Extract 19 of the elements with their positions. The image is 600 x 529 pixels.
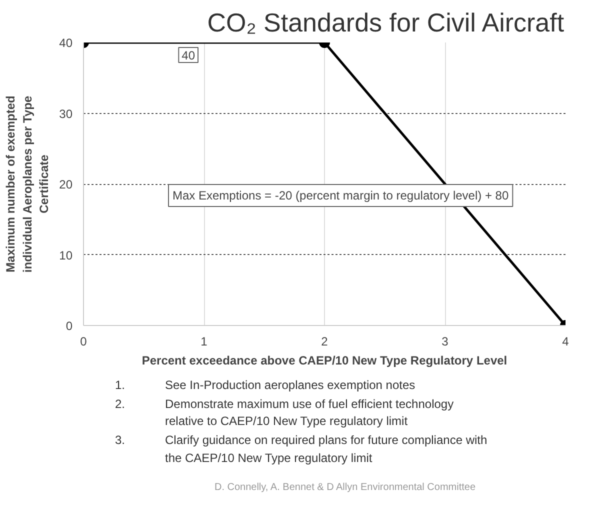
y-tick-label: 40	[59, 36, 73, 50]
y-tick-label: 10	[59, 248, 73, 262]
x-tick-label: 1	[200, 334, 208, 348]
annotation: 40	[182, 48, 196, 62]
annotation: Max Exemptions = -20 (percent margin to regulatory level) + 80	[172, 188, 509, 202]
x-tick-label: 4	[562, 334, 570, 348]
y-axis-title: Maximum number of exempted individual Aeroplanes per Type Certificate	[4, 96, 52, 273]
x-tick-label: 0	[80, 334, 88, 348]
chart-title: CO₂ Standards for Civil Aircraft	[207, 8, 565, 38]
text: 3. Clarify guidance on required plans for future compliance with the CAEP/10 New Type regulatory limit	[115, 433, 488, 465]
x-axis-title: Percent exceedance above CAEP/10 New Type Regulatory Level	[142, 354, 508, 368]
x-tick-label: 2	[321, 334, 328, 348]
text: D. Connelly, A. Bennet & D Allyn Environmental Committee	[213, 480, 477, 495]
y-tick-label: 0	[66, 319, 73, 333]
x-tick-label: 3	[442, 334, 449, 348]
y-tick-label: 20	[59, 178, 73, 192]
text: 2. Demonstrate maximum use of fuel efficient technology relative to CAEP/10 New Type regulatory limit	[115, 397, 454, 428]
text: 1. See In-Production aeroplanes exemption notes	[115, 378, 416, 392]
y-tick-label: 30	[59, 106, 73, 121]
